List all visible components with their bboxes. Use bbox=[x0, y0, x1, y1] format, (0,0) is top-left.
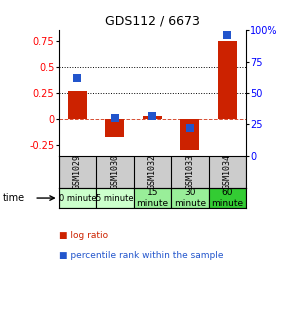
Text: 30
minute: 30 minute bbox=[174, 188, 206, 208]
Text: GSM1032: GSM1032 bbox=[148, 154, 157, 189]
Text: ■ percentile rank within the sample: ■ percentile rank within the sample bbox=[59, 251, 223, 260]
Point bbox=[75, 75, 80, 81]
Bar bbox=[218, 41, 237, 119]
Bar bbox=[134, 188, 171, 208]
Text: time: time bbox=[3, 193, 25, 203]
Text: GSM1029: GSM1029 bbox=[73, 154, 82, 189]
Bar bbox=[180, 119, 199, 150]
Text: 60
minute: 60 minute bbox=[211, 188, 243, 208]
Text: ■ log ratio: ■ log ratio bbox=[59, 231, 108, 240]
Bar bbox=[171, 188, 209, 208]
Point bbox=[225, 33, 230, 38]
Bar bbox=[59, 188, 96, 208]
Text: GSM1030: GSM1030 bbox=[110, 154, 119, 189]
Point bbox=[188, 126, 192, 131]
Point bbox=[150, 113, 155, 118]
Title: GDS112 / 6673: GDS112 / 6673 bbox=[105, 15, 200, 28]
Point bbox=[113, 116, 117, 121]
Text: GSM1034: GSM1034 bbox=[223, 154, 232, 189]
Text: 15
minute: 15 minute bbox=[136, 188, 168, 208]
Bar bbox=[209, 188, 246, 208]
Text: GSM1033: GSM1033 bbox=[185, 154, 194, 189]
Bar bbox=[143, 116, 162, 119]
Bar bbox=[96, 188, 134, 208]
Text: 0 minute: 0 minute bbox=[59, 194, 96, 203]
Bar bbox=[105, 119, 124, 137]
Bar bbox=[68, 91, 87, 119]
Text: 5 minute: 5 minute bbox=[96, 194, 134, 203]
